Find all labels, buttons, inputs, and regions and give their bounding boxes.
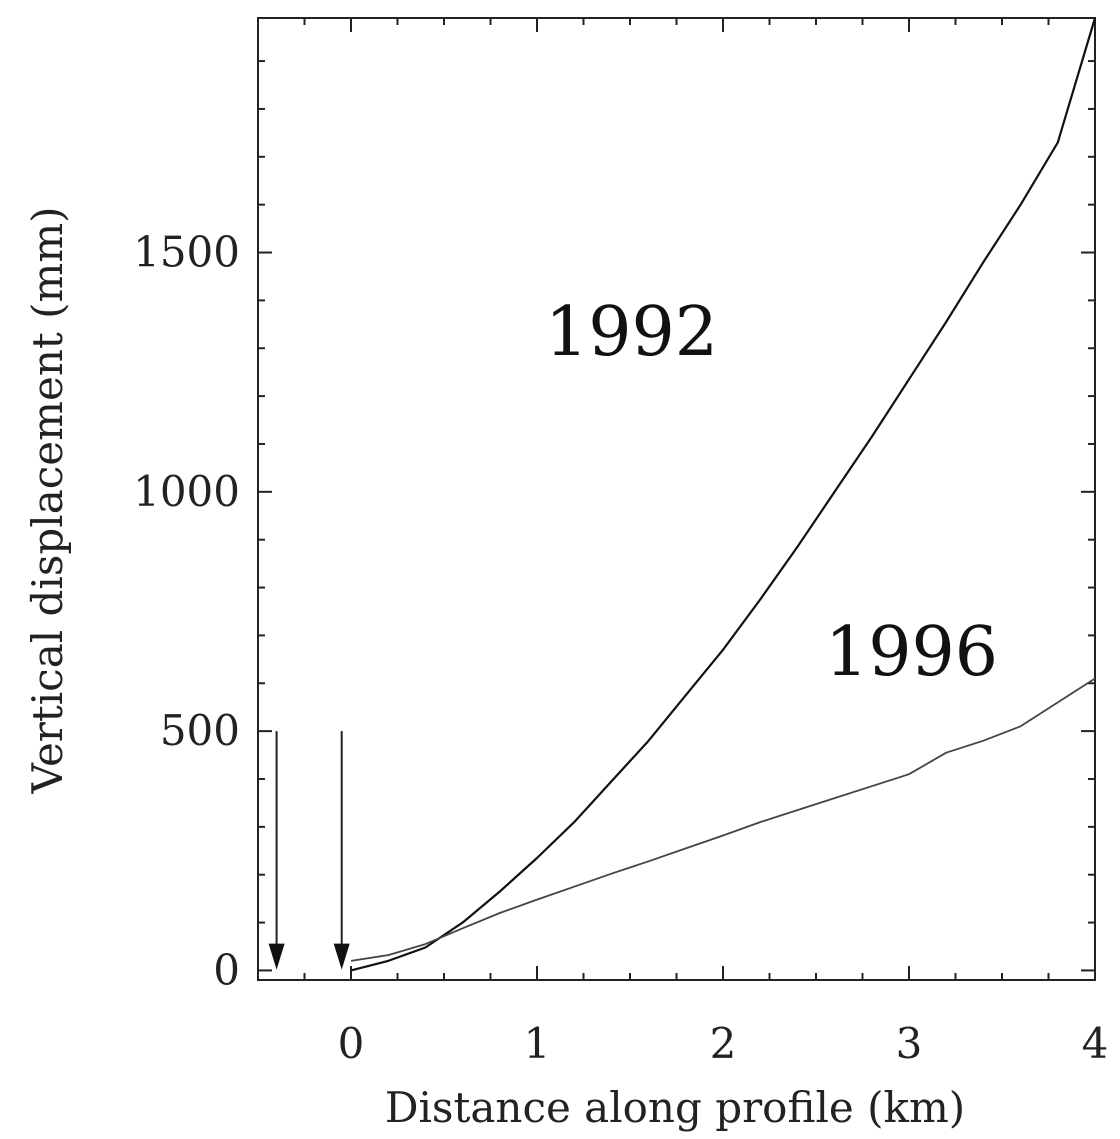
x-tick-label: 3 xyxy=(896,1019,923,1068)
series-lines xyxy=(350,17,1097,972)
series-label-1992: 1992 xyxy=(545,293,718,372)
location-arrows xyxy=(268,731,350,970)
y-tick-labels: 0 500 1000 1500 xyxy=(133,228,240,995)
plot-frame xyxy=(257,17,1096,981)
y-tick-label: 1000 xyxy=(133,467,240,516)
x-tick-labels: 0 1 2 3 4 xyxy=(338,1019,1109,1068)
x-tick-label: 1 xyxy=(524,1019,551,1068)
y-tick-label: 500 xyxy=(160,706,240,755)
y-tick-label: 0 xyxy=(213,945,240,994)
x-tick-label: 0 xyxy=(338,1019,365,1068)
arrow-head xyxy=(333,943,350,970)
series-line-1996 xyxy=(350,677,1096,962)
y-axis-title: Vertical displacement (mm) xyxy=(23,206,72,794)
axis-ticks xyxy=(257,18,1096,980)
arrow-head xyxy=(268,943,285,970)
x-axis-title: Distance along profile (km) xyxy=(385,1083,965,1132)
series-line-1992 xyxy=(350,17,1097,972)
x-tick-label: 2 xyxy=(710,1019,737,1068)
y-tick-label: 1500 xyxy=(133,228,240,277)
series-label-1996: 1996 xyxy=(825,613,998,692)
x-tick-label: 4 xyxy=(1082,1019,1109,1068)
